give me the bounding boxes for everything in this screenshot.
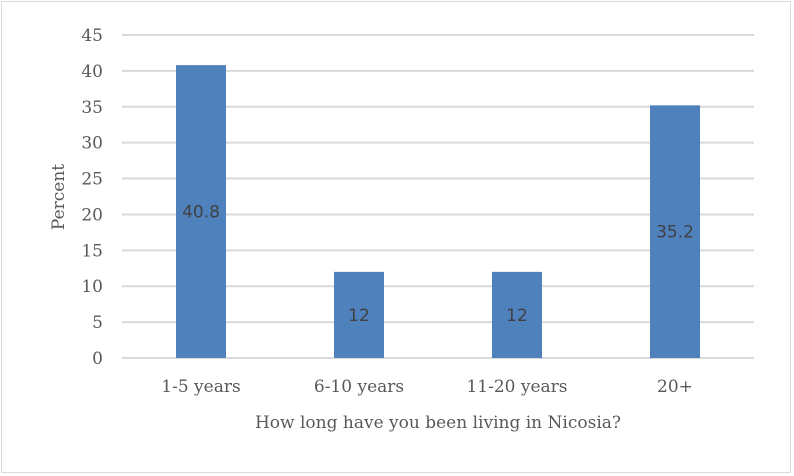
x-axis-title: How long have you been living in Nicosia… (255, 413, 621, 433)
x-tick-label-3: 11-20 years (466, 377, 567, 397)
y-tick-label: 45 (81, 26, 103, 46)
y-tick-label: 20 (81, 205, 103, 225)
bar-4 (650, 105, 700, 358)
data-label-4: 35.2 (656, 223, 694, 243)
data-label-3: 12 (506, 306, 528, 326)
y-axis-title: Percent (49, 164, 69, 230)
bar-1 (176, 65, 226, 358)
y-tick-label: 15 (81, 241, 103, 261)
x-tick-labels: 1-5 years 6-10 years 11-20 years 20+ (161, 377, 693, 397)
y-tick-label: 10 (81, 277, 103, 297)
x-tick-label-4: 20+ (657, 377, 693, 397)
bar-2 (334, 271, 384, 358)
y-tick-label: 30 (81, 134, 103, 154)
y-tick-label: 5 (92, 313, 103, 333)
data-label-1: 40.8 (182, 203, 220, 223)
gridlines (122, 34, 754, 359)
x-tick-label-1: 1-5 years (161, 377, 240, 397)
y-tick-label: 40 (81, 62, 103, 82)
y-tick-label: 25 (81, 170, 103, 190)
y-tick-label: 0 (92, 349, 103, 369)
x-tick-label-2: 6-10 years (314, 377, 404, 397)
data-labels: 40.8 12 12 35.2 (182, 203, 694, 326)
bars (176, 65, 700, 358)
y-tick-label: 35 (81, 98, 103, 118)
y-tick-labels: 0 5 10 15 20 25 30 35 40 45 (81, 26, 103, 369)
bar-3 (492, 271, 542, 358)
data-label-2: 12 (348, 306, 370, 326)
